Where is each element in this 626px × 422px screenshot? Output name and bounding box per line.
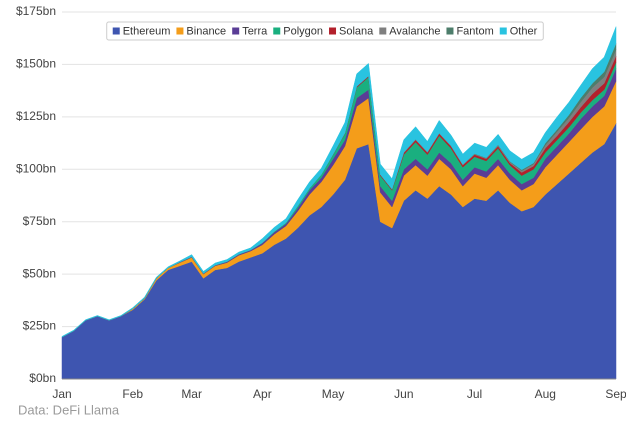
x-tick-label: Jan bbox=[52, 387, 71, 401]
source-note: Data: DeFi Llama bbox=[18, 402, 120, 417]
x-tick-label: Feb bbox=[122, 387, 143, 401]
legend-swatch bbox=[379, 27, 387, 35]
legend-label: Terra bbox=[242, 25, 268, 37]
legend-swatch bbox=[232, 27, 240, 35]
y-tick-label: $125bn bbox=[16, 109, 56, 123]
x-tick-label: Jul bbox=[467, 387, 482, 401]
x-tick-label: Aug bbox=[535, 387, 556, 401]
legend-label: Binance bbox=[186, 25, 226, 37]
x-tick-label: May bbox=[322, 387, 345, 401]
legend-label: Other bbox=[510, 25, 538, 37]
legend-swatch bbox=[112, 27, 120, 35]
legend-label: Fantom bbox=[456, 25, 493, 37]
y-tick-label: $75bn bbox=[23, 214, 56, 228]
legend-label: Polygon bbox=[283, 25, 323, 37]
y-tick-label: $50bn bbox=[23, 266, 56, 280]
x-tick-label: Sep bbox=[605, 387, 626, 401]
areas bbox=[61, 26, 617, 380]
legend-swatch bbox=[176, 27, 184, 35]
y-tick-label: $0bn bbox=[29, 371, 56, 385]
area-7 bbox=[61, 26, 617, 338]
y-tick-label: $25bn bbox=[23, 319, 56, 333]
legend-swatch bbox=[329, 27, 337, 35]
legend-swatch bbox=[273, 27, 281, 35]
x-tick-label: Mar bbox=[181, 387, 202, 401]
y-tick-label: $100bn bbox=[16, 161, 56, 175]
legend-box bbox=[106, 21, 544, 41]
legend-label: Avalanche bbox=[389, 25, 440, 37]
legend-swatch bbox=[446, 27, 454, 35]
x-tick-label: Apr bbox=[253, 387, 272, 401]
legend-label: Ethereum bbox=[123, 25, 171, 37]
x-tick-label: Jun bbox=[394, 387, 413, 401]
legend-label: Solana bbox=[339, 25, 374, 37]
legend: Ethereum Binance Terra Polygon Solana Avalanc… bbox=[106, 21, 544, 41]
legend-swatch bbox=[499, 27, 507, 35]
y-tick-label: $150bn bbox=[16, 57, 56, 71]
y-tick-label: $175bn bbox=[16, 4, 56, 18]
